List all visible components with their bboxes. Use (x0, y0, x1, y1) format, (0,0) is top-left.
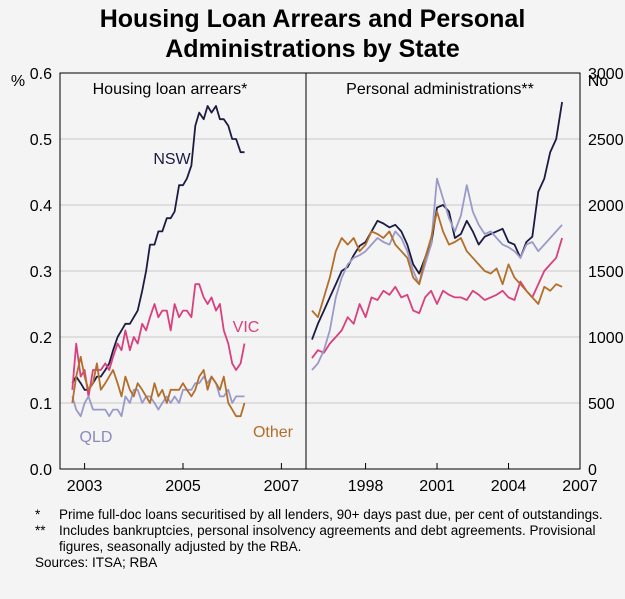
left-y-tick-label: 0.6 (30, 66, 52, 83)
right-x-tick-label: 2004 (491, 478, 527, 495)
grid-layer (60, 138, 581, 469)
right-y-tick-label: 3000 (588, 66, 624, 83)
label-layer: Housing loan arrears* Personal administr… (11, 66, 624, 495)
right-y-unit: No (588, 73, 609, 90)
left-y-tick-label: 0.2 (30, 330, 52, 347)
right-y-tick-label: 500 (588, 396, 615, 413)
footnotes: * Prime full-doc loans securitised by al… (35, 507, 615, 571)
footnote-1-mark: * (35, 507, 41, 522)
chart-area: Housing loan arrears* Personal administr… (11, 66, 624, 495)
right-y-tick-label: 1000 (588, 330, 624, 347)
left-y-unit: % (11, 73, 25, 90)
left-y-tick-label: 0.5 (30, 132, 52, 149)
plot-frame (59, 72, 581, 470)
left-x-tick-label: 2003 (67, 478, 103, 495)
sources-line: Sources: ITSA; RBA (35, 555, 158, 570)
right-x-tick-label: 1998 (348, 478, 384, 495)
footnote-1-text: Prime full-doc loans securitised by all … (59, 507, 603, 522)
left-y-tick-label: 0.3 (30, 264, 52, 281)
left-y-tick-label: 0.0 (30, 462, 52, 479)
frame-layer (59, 72, 581, 470)
footnote-2: ** Includes bankruptcies, personal insol… (35, 523, 615, 555)
footnote-2-text: Includes bankruptcies, personal insolven… (59, 523, 596, 554)
series-label-nsw: NSW (153, 151, 191, 168)
left-x-tick-label: 2007 (264, 478, 300, 495)
right-y-tick-label: 2500 (588, 132, 624, 149)
right-y-tick-label: 1500 (588, 264, 624, 281)
left-panel-title: Housing loan arrears* (93, 81, 248, 98)
right-y-tick-label: 0 (588, 462, 597, 479)
series-label-qld: QLD (80, 429, 113, 446)
series-label-vic: VIC (233, 319, 260, 336)
right-x-tick-label: 2001 (419, 478, 455, 495)
right-x-tick-label: 2007 (562, 478, 598, 495)
left-series-other-line (71, 355, 246, 418)
left-y-tick-label: 0.1 (30, 396, 52, 413)
left-series-nsw-line (71, 105, 245, 391)
footnote-2-mark: ** (35, 523, 46, 538)
right-y-tick-label: 2000 (588, 198, 624, 215)
chart-title-line-2: Administrations by State (165, 35, 460, 63)
series-label-other: Other (253, 424, 294, 441)
left-series-vic-line (71, 283, 246, 398)
footnote-1: * Prime full-doc loans securitised by al… (35, 507, 615, 523)
series-layer (71, 101, 563, 418)
left-x-tick-label: 2005 (165, 478, 201, 495)
right-series-qld-line (311, 177, 563, 371)
right-series-other-line (311, 210, 563, 319)
right-panel-title: Personal administrations** (346, 81, 534, 98)
chart-title-line-1: Housing Loan Arrears and Personal (99, 5, 526, 33)
left-y-tick-label: 0.4 (30, 198, 52, 215)
right-series-vic-line (311, 237, 563, 359)
chart-title: Housing Loan Arrears and Personal Admini… (0, 4, 625, 64)
